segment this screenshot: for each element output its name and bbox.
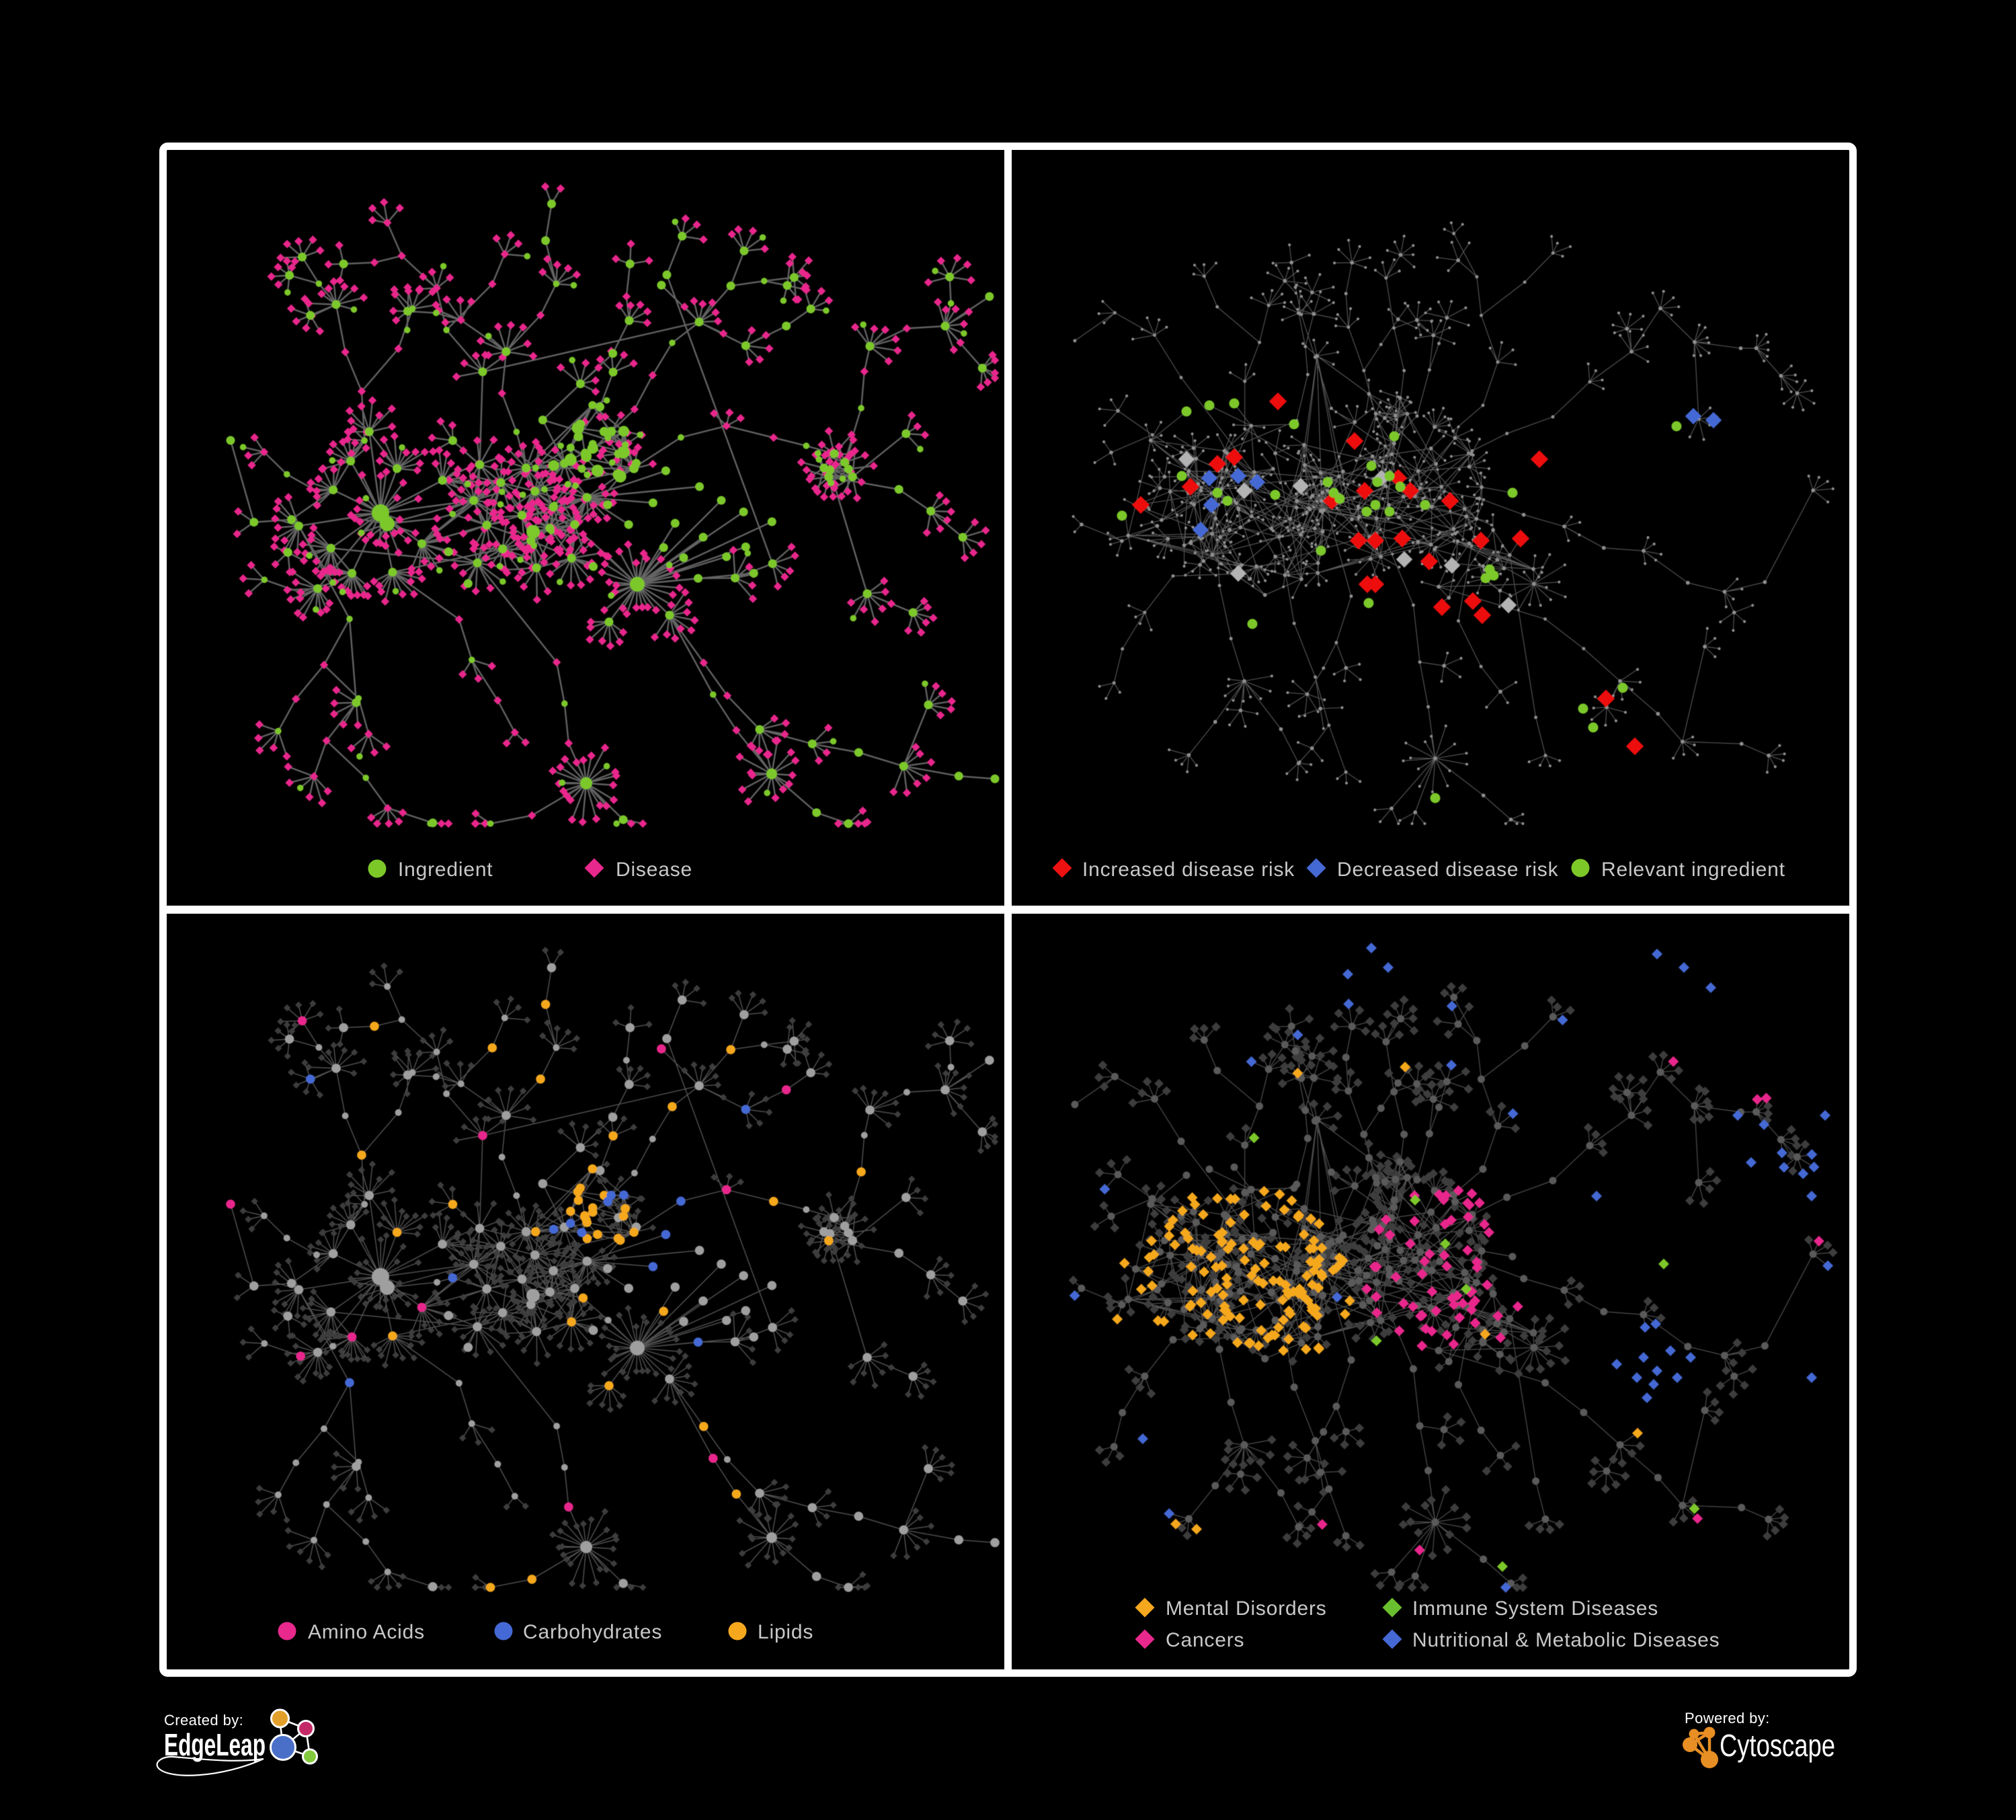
svg-text:Powered by:: Powered by:: [1685, 1710, 1770, 1727]
svg-text:Lipids: Lipids: [758, 1621, 813, 1643]
svg-text:Carbohydrates: Carbohydrates: [523, 1621, 662, 1643]
svg-text:Created by:: Created by:: [164, 1712, 243, 1729]
svg-text:Cancers: Cancers: [1166, 1629, 1244, 1651]
svg-text:Relevant ingredient: Relevant ingredient: [1601, 859, 1785, 881]
svg-text:Nutritional & Metabolic Diseas: Nutritional & Metabolic Diseases: [1412, 1629, 1720, 1651]
svg-text:Decreased disease risk: Decreased disease risk: [1337, 859, 1559, 881]
svg-text:Increased disease risk: Increased disease risk: [1082, 859, 1295, 881]
svg-text:Mental Disorders: Mental Disorders: [1166, 1597, 1327, 1620]
svg-text:Cytoscape: Cytoscape: [1720, 1728, 1835, 1763]
svg-text:Amino Acids: Amino Acids: [308, 1621, 425, 1643]
svg-text:EdgeLeap: EdgeLeap: [164, 1727, 266, 1762]
svg-text:Immune System Diseases: Immune System Diseases: [1412, 1597, 1658, 1620]
svg-text:Ingredient: Ingredient: [398, 859, 493, 881]
svg-text:Disease: Disease: [616, 859, 692, 881]
